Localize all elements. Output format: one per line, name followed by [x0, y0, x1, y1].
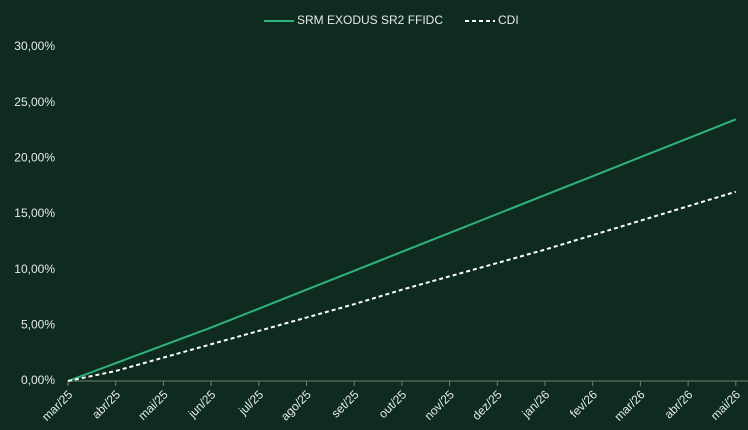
x-tick-label: nov/25: [422, 387, 458, 423]
y-tick-label: 15,00%: [14, 206, 55, 220]
x-tick-label: jan/26: [519, 387, 553, 421]
line-series: [67, 190, 737, 382]
y-tick-label: 5,00%: [21, 318, 55, 332]
x-tick-label: fev/26: [567, 387, 600, 420]
legend-label: CDI: [498, 13, 519, 27]
x-tick-label: mar/26: [611, 387, 648, 424]
x-tick-label: abr/25: [89, 387, 123, 421]
legend-label: SRM EXODUS SR2 FFIDC: [297, 13, 443, 27]
x-tick-label: abr/26: [662, 387, 696, 421]
x-tick-label: mai/26: [708, 387, 744, 423]
y-tick-label: 0,00%: [21, 373, 55, 387]
x-tick-label: out/25: [376, 387, 410, 421]
y-tick-label: 20,00%: [14, 151, 55, 165]
y-tick-label: 25,00%: [14, 95, 55, 109]
line-series: [67, 118, 737, 382]
x-tick-label: mai/25: [135, 387, 171, 423]
y-tick-label: 10,00%: [14, 262, 55, 276]
x-tick-label: set/25: [329, 387, 362, 420]
x-tick-label: mar/25: [39, 387, 76, 424]
x-tick-label: jul/25: [235, 387, 266, 418]
y-tick-label: 30,00%: [14, 39, 55, 53]
x-tick-label: jun/25: [185, 387, 219, 421]
x-tick-label: dez/25: [469, 387, 505, 423]
x-tick-label: ago/25: [278, 387, 314, 423]
